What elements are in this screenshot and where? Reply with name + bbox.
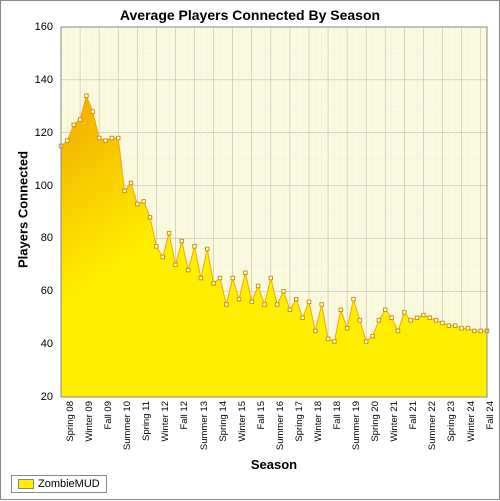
xtick-label: Spring 11 [141, 401, 152, 441]
xtick-label: Fall 12 [179, 401, 190, 430]
xtick-label: Winter 12 [160, 401, 171, 442]
xtick-label: Spring 20 [370, 401, 381, 442]
xtick-label: Summer 13 [199, 401, 210, 450]
xtick-label: Winter 24 [466, 401, 477, 442]
xtick-label: Summer 10 [122, 401, 133, 450]
xtick-label: Summer 19 [351, 401, 362, 450]
xtick-label: Summer 22 [427, 401, 438, 450]
xtick-label: Spring 17 [294, 401, 305, 442]
xtick-label: Spring 08 [65, 401, 76, 442]
xtick-label: Winter 18 [313, 401, 324, 442]
xtick-label: Fall 18 [332, 401, 343, 430]
xtick-label: Spring 23 [446, 401, 457, 442]
xtick-label: Winter 15 [237, 401, 248, 442]
xtick-label: Fall 15 [256, 401, 267, 430]
xtick-label: Fall 24 [485, 401, 496, 430]
xtick-label: Spring 14 [218, 401, 229, 442]
x-axis-label: Season [61, 457, 487, 472]
xtick-label: Summer 16 [275, 401, 286, 450]
xtick-label: Winter 21 [389, 401, 400, 442]
legend: ZombieMUD [11, 475, 107, 493]
xtick-label: Fall 21 [408, 401, 419, 430]
legend-swatch [18, 479, 34, 489]
chart-container: Average Players Connected By Season 2040… [0, 0, 500, 500]
xtick-label: Fall 09 [103, 401, 114, 430]
legend-label: ZombieMUD [38, 478, 100, 490]
xtick-label: Winter 09 [84, 401, 95, 442]
